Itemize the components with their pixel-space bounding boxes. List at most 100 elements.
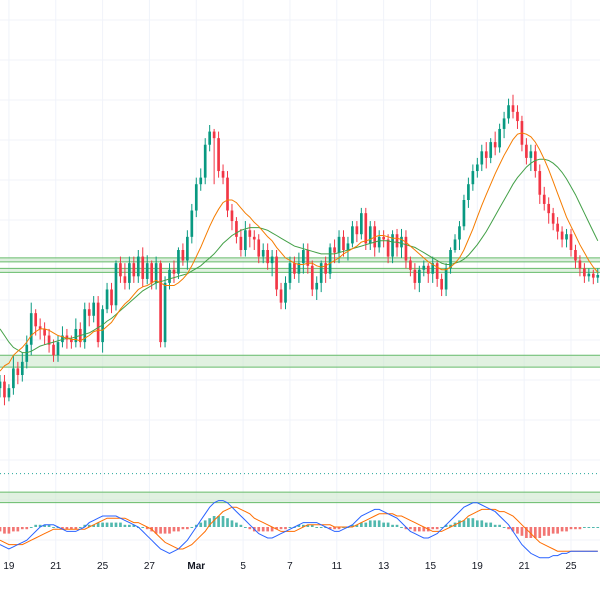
macd-histogram-bar (542, 527, 546, 536)
candle-body (547, 203, 551, 214)
macd-histogram-bar (208, 518, 212, 527)
macd-histogram-bar (444, 524, 448, 527)
candle-body (288, 263, 292, 283)
candle-body (190, 210, 194, 237)
candle-body (306, 250, 310, 266)
candle-body (270, 256, 274, 264)
macd-histogram-bar (489, 522, 493, 527)
macd-histogram-bar (65, 527, 69, 530)
candle-body (328, 247, 332, 274)
x-axis-tick-labels: 19 21 25 27 Mar 5 7 11 13 15 19 21 25 (3, 561, 577, 572)
candle-body (208, 131, 212, 145)
macd-histogram-bar (248, 527, 252, 530)
candle-body (542, 194, 546, 204)
candle-body (128, 263, 131, 283)
candle-body (168, 269, 171, 283)
candle-body (377, 236, 381, 248)
candle-body (511, 105, 515, 112)
macd-histogram-bar (87, 524, 91, 527)
macd-histogram-bar (20, 527, 24, 530)
candle-body (7, 388, 11, 398)
macd-histogram-bar (440, 527, 443, 528)
candle-body (136, 256, 140, 277)
grid-lines (0, 0, 600, 560)
macd-histogram-bar (386, 522, 390, 527)
x-axis-tick-label: 13 (378, 561, 390, 572)
macd-histogram-bar (391, 524, 394, 527)
candle-body (226, 177, 229, 211)
candle-body (440, 278, 443, 290)
candle-body (163, 282, 167, 343)
macd-histogram-bar (61, 527, 64, 530)
macd-histogram-bar (16, 527, 20, 532)
candle-body (293, 263, 296, 274)
candle-body (507, 105, 510, 119)
candle-body (96, 302, 100, 343)
candle-body (493, 142, 497, 148)
macd-histogram-bar (520, 527, 524, 536)
macd-histogram-bar (351, 524, 354, 527)
macd-histogram-bar (261, 527, 265, 532)
macd-histogram-bar (364, 522, 368, 527)
macd-histogram-bar (533, 527, 537, 538)
x-axis-tick-label: 21 (50, 561, 62, 572)
macd-histogram-bar (279, 527, 283, 530)
macd-histogram-bar (194, 524, 198, 527)
price-zone (0, 492, 600, 503)
macd-histogram-bar (217, 516, 220, 527)
candle-body (360, 213, 363, 235)
candle-body (172, 269, 176, 274)
macd-histogram-bar (74, 527, 78, 530)
macd-histogram-bar (284, 527, 287, 530)
candle-body (297, 263, 301, 274)
candle-body (444, 268, 448, 290)
candle-body (565, 234, 568, 240)
candle-body (382, 236, 385, 240)
macd-histogram-bar (587, 527, 591, 528)
macd-histogram-bar (547, 527, 551, 536)
x-axis-tick-label: Mar (187, 561, 205, 572)
candle-body (257, 239, 261, 257)
candle-body (355, 226, 359, 235)
macd-histogram-bar (373, 520, 377, 527)
macd-histogram-bar (435, 527, 439, 530)
macd-histogram-bar (7, 527, 11, 534)
macd-histogram-bar (422, 527, 426, 532)
fast-moving-average-line (0, 132, 599, 372)
candle-body (12, 368, 15, 389)
macd-histogram-bar (556, 527, 559, 534)
candle-body (426, 265, 430, 274)
price-zone (0, 355, 600, 368)
candle-body (159, 263, 162, 343)
macd-histogram-bar (596, 527, 600, 528)
macd-histogram-bar (315, 527, 319, 528)
candle-body (43, 328, 46, 336)
candle-body (20, 361, 24, 375)
candle-body (449, 250, 452, 269)
macd-histogram-bar (516, 527, 519, 534)
candle-body (105, 289, 109, 310)
macd-histogram-bar (3, 527, 6, 534)
candle-body (74, 328, 78, 343)
macd-histogram-bar (190, 527, 194, 528)
candle-body (56, 342, 60, 356)
candle-body (431, 263, 435, 274)
candle-body (315, 282, 319, 290)
macd-histogram-bar (83, 524, 87, 527)
macd-histogram-bar (493, 524, 497, 527)
candle-body (583, 268, 586, 277)
macd-histogram-bar (12, 527, 15, 532)
macd-histogram-bar (203, 520, 207, 527)
candle-body (435, 263, 439, 279)
macd-pane (0, 500, 600, 559)
candle-body (333, 247, 336, 253)
x-axis-tick-label: 21 (519, 561, 531, 572)
macd-histogram-bar (110, 522, 113, 527)
candle-body (391, 234, 394, 257)
macd-histogram-bar (235, 522, 238, 527)
candle-body (596, 275, 600, 278)
macd-histogram-bar (333, 527, 336, 530)
candle-body (422, 265, 426, 270)
candle-body (560, 231, 564, 240)
